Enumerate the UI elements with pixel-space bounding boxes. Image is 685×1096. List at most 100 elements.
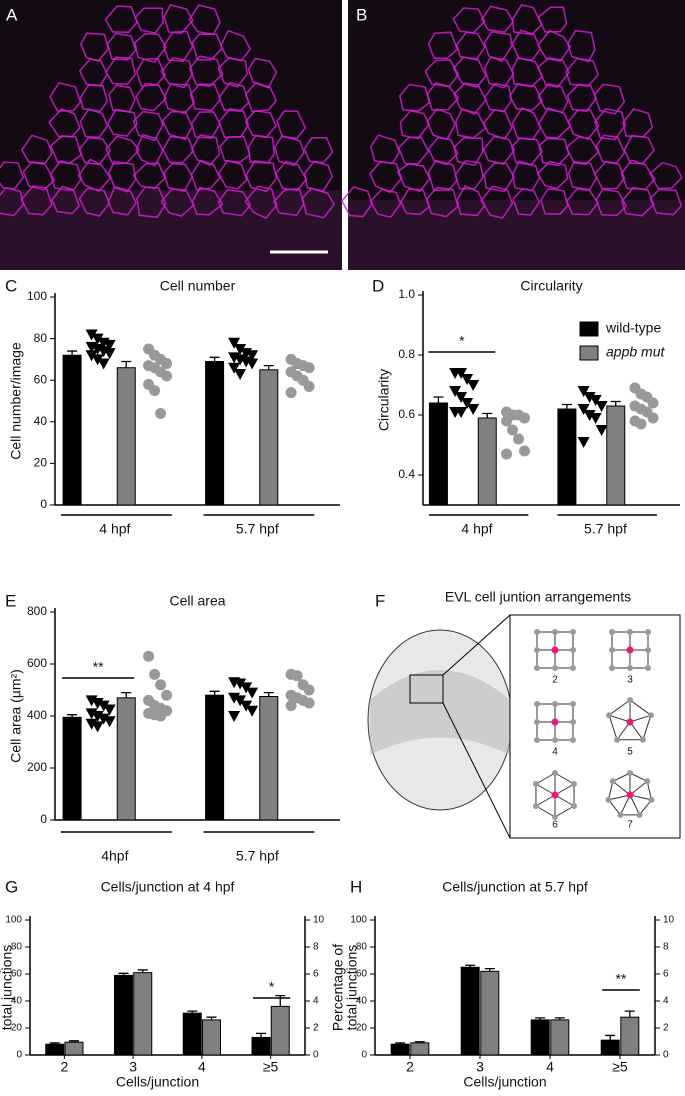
cell-outline <box>399 109 430 140</box>
data-point <box>635 418 647 430</box>
y-tick-label: 600 <box>27 656 47 670</box>
data-point <box>91 333 104 345</box>
zoom-line <box>442 614 511 676</box>
cell-outline <box>0 186 25 217</box>
bar <box>62 716 82 821</box>
chart-title: Cells/junction at 5.7 hpf <box>442 879 588 895</box>
chart-title: Cell number <box>160 278 236 294</box>
data-point <box>583 410 596 421</box>
error-bar <box>535 1017 546 1020</box>
y-tick-label: 20 <box>34 456 48 470</box>
data-point <box>501 448 513 460</box>
error-bar <box>484 967 495 972</box>
micrograph-b-haze <box>348 200 685 270</box>
cell-outline <box>78 187 111 217</box>
x-tick-label: ≥5 <box>612 1059 628 1075</box>
data-point <box>97 700 110 712</box>
data-point <box>507 424 519 436</box>
node <box>534 665 540 671</box>
cell-outline <box>397 136 430 165</box>
data-point <box>461 374 474 385</box>
data-point <box>303 380 315 392</box>
cell-outline <box>217 159 248 190</box>
node <box>534 737 540 743</box>
data-point <box>589 413 602 424</box>
junction-diagrams: 2 3 4 5 6 7 <box>532 629 655 831</box>
node <box>627 665 633 671</box>
x-tick-label: 5.7 hpf <box>236 521 279 537</box>
cell-outline <box>108 160 137 193</box>
cell-outline <box>275 160 308 192</box>
panel-label: G <box>5 877 18 896</box>
y2-tick-label: 6 <box>663 969 669 980</box>
node <box>614 736 621 743</box>
cell-outline <box>537 6 568 33</box>
edge <box>608 799 621 816</box>
data-point <box>246 687 259 699</box>
data-point <box>303 362 315 374</box>
error-bar <box>395 1042 406 1045</box>
legend-label: wild-type <box>605 320 661 336</box>
zoom-box <box>409 674 444 704</box>
bar <box>600 1039 620 1056</box>
error-bar <box>49 1042 60 1045</box>
y2-tick-label: 8 <box>663 942 669 953</box>
x-tick-label: 4 hpf <box>99 521 130 537</box>
data-point <box>461 398 474 409</box>
cell-outline <box>595 188 628 216</box>
cell-outline <box>427 136 459 166</box>
bar <box>114 974 133 1056</box>
y2-tick-label: 2 <box>313 1023 319 1034</box>
node <box>552 629 558 635</box>
cell-outline <box>51 185 80 215</box>
cell-outline <box>593 83 626 115</box>
data-point <box>103 716 116 728</box>
y-tick-label: 40 <box>34 414 48 428</box>
cell-outline <box>511 4 543 36</box>
bar <box>480 970 500 1056</box>
cell-outline <box>49 82 82 112</box>
cell-outline <box>566 83 597 113</box>
cell-outline <box>565 188 599 216</box>
bar <box>133 972 153 1056</box>
edge <box>629 772 648 782</box>
cell-outline <box>273 187 305 217</box>
error-bar <box>121 360 132 368</box>
edge <box>554 794 575 807</box>
data-point <box>647 412 659 424</box>
cell-outline <box>540 187 569 215</box>
error-bar <box>605 1034 616 1041</box>
y2-tick-label: 10 <box>313 915 325 926</box>
legend-label: appb mut <box>606 344 665 360</box>
cell-outline <box>219 135 251 164</box>
data-point <box>228 362 241 374</box>
data-point <box>91 354 104 366</box>
x-tick-label: 2 <box>60 1059 68 1075</box>
edge <box>535 783 556 796</box>
edge <box>554 805 575 818</box>
data-point <box>595 425 608 436</box>
cell-outline <box>481 5 515 33</box>
panel-label: H <box>350 877 362 896</box>
node <box>534 701 540 707</box>
node <box>609 665 615 671</box>
data-point <box>589 395 602 406</box>
embryo-cells <box>370 670 510 755</box>
y-tick-label: 0 <box>361 1050 367 1061</box>
cell-outline <box>455 31 486 60</box>
significance-label: * <box>269 979 275 995</box>
edge <box>646 781 652 801</box>
error-bar <box>554 1017 565 1020</box>
bar <box>116 697 136 821</box>
edge <box>616 721 631 741</box>
cell-outline <box>191 33 224 61</box>
data-point <box>161 370 173 382</box>
edge <box>642 715 652 740</box>
cell-outline <box>105 56 136 86</box>
data-point <box>240 682 253 694</box>
x-tick-label: 3 <box>476 1059 484 1075</box>
cell-outline <box>107 185 137 216</box>
edge <box>608 699 631 716</box>
junction <box>551 646 559 654</box>
error-bar <box>561 403 572 409</box>
